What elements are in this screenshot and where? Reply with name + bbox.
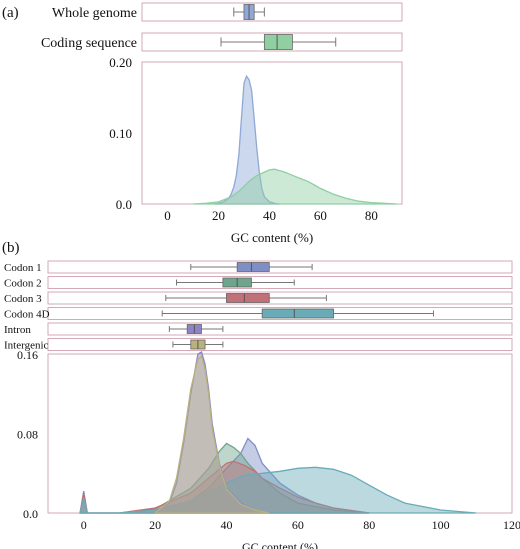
series-coding-sequence xyxy=(192,168,397,205)
x-tick-label: 100 xyxy=(432,518,450,532)
boxplot-label: Codon 2 xyxy=(4,277,42,289)
series-codon-4d xyxy=(79,466,477,514)
boxplot-label: Coding sequence xyxy=(41,36,137,51)
boxplot-frame xyxy=(47,322,513,336)
x-tick-label: 60 xyxy=(314,208,327,223)
boxplot-codon-2: Codon 2 xyxy=(4,276,513,289)
y-tick-label: 0.10 xyxy=(109,126,132,141)
box-iqr xyxy=(263,34,293,50)
x-tick-label: 20 xyxy=(149,518,161,532)
boxplot-whole-genome: Whole genome xyxy=(52,2,403,22)
x-tick-label: 0 xyxy=(81,518,87,532)
boxplot-label: Codon 1 xyxy=(4,262,42,274)
boxplot-label: Codon 4D xyxy=(4,308,50,320)
boxplot-frame xyxy=(141,2,403,22)
x-tick-label: 80 xyxy=(365,208,378,223)
x-axis-label: GC content (%) xyxy=(231,230,313,245)
x-tick-label: 120 xyxy=(503,518,520,532)
panel-label: (a) xyxy=(2,5,19,21)
x-tick-label: 60 xyxy=(292,518,304,532)
boxplot-frame xyxy=(47,338,513,351)
boxplot-intergenic: Intergenic xyxy=(4,338,513,351)
box-iqr xyxy=(226,293,270,303)
x-tick-label: 40 xyxy=(263,208,276,223)
x-tick-label: 40 xyxy=(220,518,232,532)
boxplot-label: Codon 3 xyxy=(4,293,42,305)
panel-a: (a) Whole genome Coding sequence 0 20 40 60 80 0… xyxy=(2,2,403,245)
x-tick-label: 20 xyxy=(212,208,225,223)
x-tick-label: 0 xyxy=(164,208,171,223)
y-tick-label: 0.20 xyxy=(109,55,132,70)
y-tick-label: 0.0 xyxy=(23,507,38,521)
plot-frame xyxy=(47,353,513,514)
plot-frame xyxy=(141,61,403,205)
panel-b: (b) Codon 1 Codon 2 Codon 3 Codon 4D Intron In… xyxy=(2,240,520,549)
boxplot-label: Intergenic xyxy=(4,339,49,351)
x-tick-label: 80 xyxy=(363,518,375,532)
boxplot-codon-4d: Codon 4D xyxy=(4,307,513,320)
x-axis-label: GC content (%) xyxy=(242,540,318,549)
series-intergenic xyxy=(154,354,270,514)
boxplot-coding-sequence: Coding sequence xyxy=(41,32,403,52)
boxplot-label: Intron xyxy=(4,324,31,336)
boxplot-intron: Intron xyxy=(4,322,513,336)
boxplot-codon-3: Codon 3 xyxy=(4,291,513,305)
y-tick-label: 0.16 xyxy=(17,348,38,362)
box-iqr xyxy=(236,262,270,272)
boxplot-codon-1: Codon 1 xyxy=(4,260,513,274)
panel-label: (b) xyxy=(2,240,20,256)
y-tick-label: 0.08 xyxy=(17,428,38,442)
y-tick-label: 0.0 xyxy=(116,197,132,212)
boxplot-label: Whole genome xyxy=(52,6,137,21)
box-iqr xyxy=(261,308,334,319)
